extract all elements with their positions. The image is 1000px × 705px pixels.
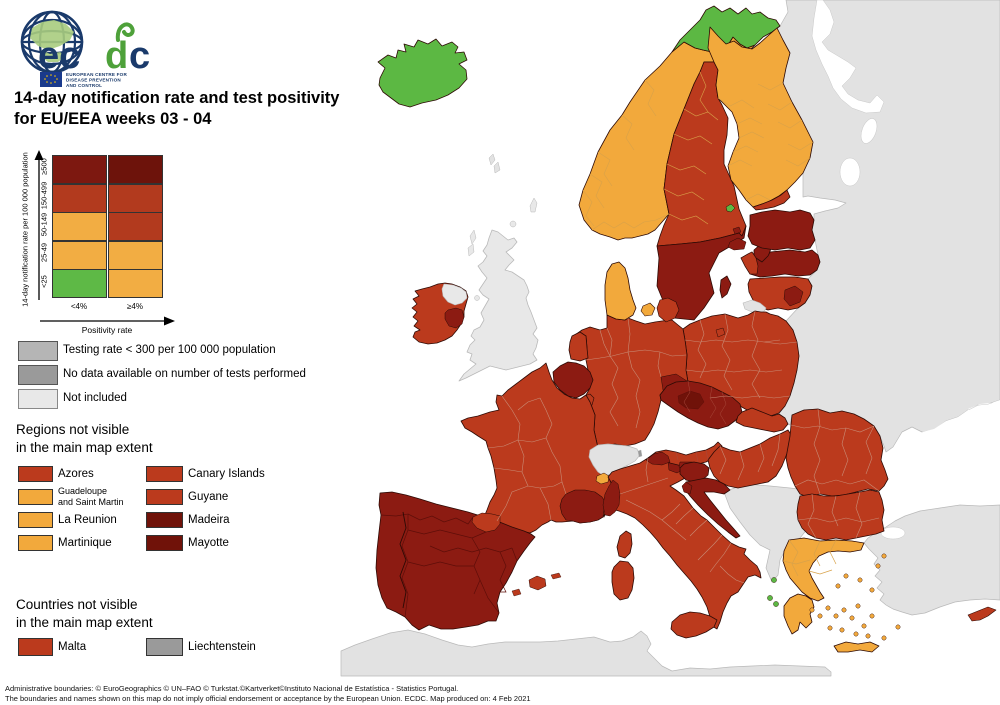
svg-text:DISEASE PREVENTION: DISEASE PREVENTION [66, 78, 121, 83]
svg-text:AND CONTROL: AND CONTROL [66, 83, 102, 88]
svg-text:ec: ec [38, 35, 80, 77]
svg-text:d: d [105, 35, 128, 77]
svg-text:EUROPEAN CENTRE FOR: EUROPEAN CENTRE FOR [66, 72, 127, 77]
svg-text:c: c [129, 35, 150, 77]
